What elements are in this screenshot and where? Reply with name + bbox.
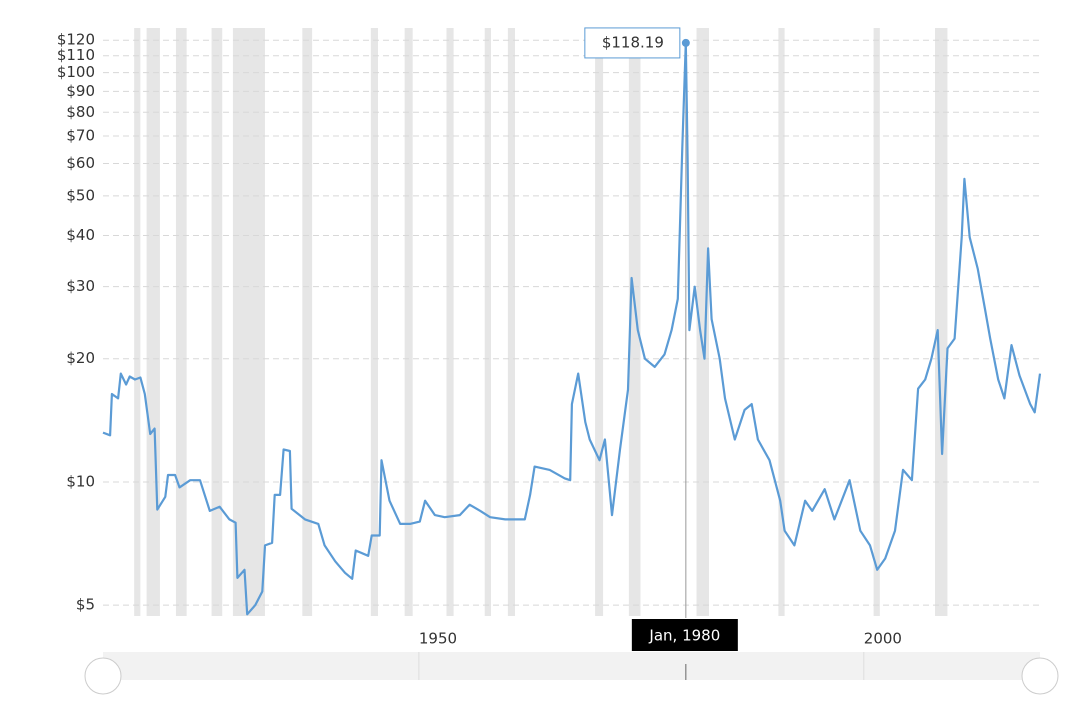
tooltip-box xyxy=(584,27,681,59)
recession-band xyxy=(628,28,641,616)
peak-marker xyxy=(681,38,690,47)
y-tick-label: $5 xyxy=(76,596,95,614)
y-tick-label: $100 xyxy=(57,63,95,81)
recession-band xyxy=(302,28,313,616)
y-tick-label: $20 xyxy=(66,349,95,367)
navigator-handle[interactable] xyxy=(1021,657,1059,695)
recession-band xyxy=(211,28,223,616)
y-tick-label: $50 xyxy=(66,186,95,204)
recession-band xyxy=(484,28,491,616)
y-tick-label: $120 xyxy=(57,31,95,49)
y-tick-label: $30 xyxy=(66,277,95,295)
recession-band xyxy=(873,28,880,616)
y-tick-label: $40 xyxy=(66,226,95,244)
recession-band xyxy=(507,28,515,616)
recession-band xyxy=(696,28,709,616)
recession-band xyxy=(370,28,378,616)
x-tick-label: 1950 xyxy=(419,630,457,648)
y-tick-label: $90 xyxy=(66,82,95,100)
crosshair-label-box xyxy=(631,619,738,651)
recession-band xyxy=(446,28,454,616)
crosshair-label: Jan, 1980 xyxy=(648,627,720,645)
recession-band xyxy=(595,28,604,616)
y-tick-label: $60 xyxy=(66,154,95,172)
y-tick-label: $10 xyxy=(66,472,95,490)
y-tick-label: $110 xyxy=(57,46,95,64)
recession-band xyxy=(778,28,785,616)
y-tick-label: $70 xyxy=(66,127,95,145)
recession-band xyxy=(146,28,160,616)
y-tick-label: $80 xyxy=(66,103,95,121)
x-tick-label: 2000 xyxy=(864,630,902,648)
navigator[interactable] xyxy=(103,652,1040,680)
price-line xyxy=(102,41,1042,616)
tooltip-value: $118.19 xyxy=(602,33,664,51)
recession-band xyxy=(134,28,141,616)
recession-band xyxy=(175,28,187,616)
recession-band xyxy=(404,28,413,616)
recession-band xyxy=(232,28,265,616)
navigator-handle[interactable] xyxy=(84,657,122,695)
recession-band xyxy=(934,28,948,616)
